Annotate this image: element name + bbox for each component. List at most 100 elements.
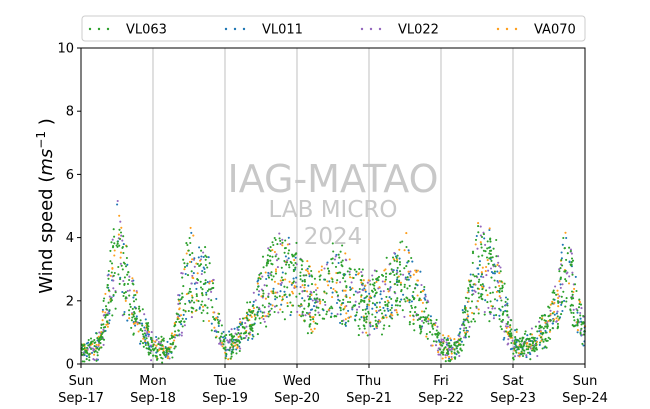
data-point — [378, 305, 382, 309]
data-point — [466, 310, 469, 313]
data-point — [467, 335, 471, 338]
data-point — [256, 311, 259, 314]
data-point — [435, 340, 438, 343]
data-point — [405, 245, 408, 249]
data-point — [416, 318, 419, 322]
data-point — [467, 300, 470, 303]
data-point — [412, 318, 415, 321]
watermark-year: 2024 — [304, 224, 363, 250]
data-point — [568, 275, 571, 278]
data-point — [238, 340, 241, 343]
data-point — [416, 279, 420, 282]
data-point — [384, 304, 387, 307]
data-point — [523, 340, 526, 343]
data-point — [406, 297, 409, 300]
data-point — [506, 298, 509, 301]
data-point — [135, 291, 139, 294]
data-point — [333, 258, 336, 261]
data-point — [198, 246, 201, 249]
data-point — [568, 246, 571, 249]
data-point — [501, 290, 504, 293]
data-point — [405, 265, 408, 268]
data-point — [314, 301, 317, 304]
data-point — [239, 321, 242, 324]
data-point — [538, 343, 541, 346]
data-point — [325, 292, 328, 295]
data-point — [426, 316, 429, 319]
data-point — [99, 341, 102, 345]
data-point — [202, 319, 205, 323]
data-point — [367, 312, 370, 315]
data-point — [329, 316, 333, 319]
data-point — [530, 333, 534, 336]
data-point — [472, 318, 475, 321]
data-point — [249, 311, 252, 314]
data-point — [345, 312, 348, 315]
data-point — [323, 290, 326, 293]
data-point — [510, 341, 513, 345]
data-point — [231, 337, 234, 340]
data-point — [573, 283, 577, 286]
data-point — [308, 325, 311, 328]
data-point — [413, 287, 417, 290]
data-point — [450, 352, 453, 355]
data-point — [528, 351, 531, 354]
data-point — [365, 307, 369, 310]
data-point — [383, 309, 386, 312]
data-point — [437, 353, 440, 356]
data-point — [364, 290, 367, 293]
data-point — [142, 345, 145, 348]
data-point — [223, 338, 226, 341]
data-point — [81, 353, 84, 356]
data-point — [185, 264, 189, 267]
data-point — [93, 353, 96, 356]
data-point — [316, 300, 319, 303]
data-point — [204, 254, 207, 257]
data-point — [325, 313, 328, 316]
data-point — [91, 340, 94, 343]
data-point — [190, 231, 193, 234]
data-point — [523, 342, 526, 345]
data-point — [389, 272, 392, 275]
data-point — [434, 344, 438, 347]
data-point — [341, 259, 344, 262]
data-point — [539, 341, 542, 344]
data-point — [582, 333, 585, 336]
data-point — [409, 310, 412, 313]
data-point — [495, 314, 498, 317]
data-point — [154, 340, 157, 343]
data-point — [501, 318, 505, 321]
data-point — [467, 321, 470, 324]
data-point — [424, 293, 427, 296]
data-point — [386, 303, 389, 306]
data-point — [92, 358, 95, 361]
data-point — [580, 333, 584, 337]
data-point — [117, 265, 120, 269]
legend-marker — [88, 27, 92, 31]
data-point — [515, 330, 518, 334]
data-point — [477, 312, 480, 315]
data-point — [380, 312, 384, 315]
data-point — [504, 325, 507, 328]
data-point — [273, 280, 276, 283]
data-point — [442, 348, 445, 352]
data-point — [515, 339, 519, 342]
data-point — [576, 331, 579, 334]
data-point — [557, 305, 560, 308]
data-point — [296, 310, 299, 313]
data-point — [484, 243, 487, 246]
data-point — [93, 338, 96, 342]
data-point — [164, 355, 167, 358]
data-point — [178, 320, 181, 323]
data-point — [319, 300, 322, 303]
legend-marker — [505, 27, 509, 31]
data-point — [88, 359, 91, 362]
data-point — [280, 266, 283, 269]
data-point — [578, 302, 581, 306]
data-point — [477, 222, 480, 225]
data-point — [132, 296, 135, 299]
data-point — [404, 300, 407, 303]
x-tick-label-date: Sep-23 — [490, 391, 536, 406]
data-point — [522, 345, 525, 348]
data-point — [464, 296, 467, 299]
